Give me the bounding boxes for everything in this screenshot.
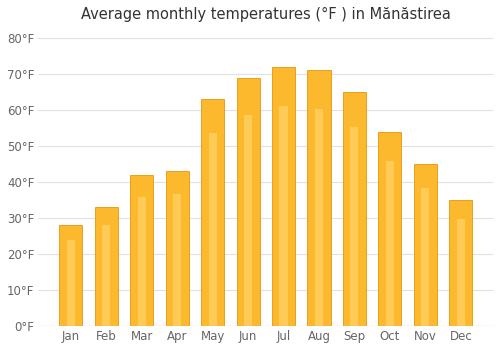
Bar: [166, 171, 188, 326]
Bar: [457, 219, 465, 326]
Bar: [280, 106, 287, 326]
Bar: [315, 109, 323, 326]
Bar: [378, 132, 402, 326]
Bar: [173, 194, 181, 326]
Bar: [94, 207, 118, 326]
Bar: [236, 78, 260, 326]
Bar: [208, 133, 216, 326]
Bar: [138, 197, 145, 326]
Title: Average monthly temperatures (°F ) in Mănăstirea: Average monthly temperatures (°F ) in Mă…: [81, 7, 450, 22]
Bar: [102, 225, 110, 326]
Bar: [244, 115, 252, 326]
Bar: [201, 99, 224, 326]
Bar: [130, 175, 153, 326]
Bar: [450, 200, 472, 326]
Bar: [414, 164, 437, 326]
Bar: [66, 240, 74, 326]
Bar: [386, 161, 394, 326]
Bar: [59, 225, 82, 326]
Bar: [343, 92, 366, 326]
Bar: [308, 70, 330, 326]
Bar: [422, 188, 430, 326]
Bar: [272, 67, 295, 326]
Bar: [350, 127, 358, 326]
